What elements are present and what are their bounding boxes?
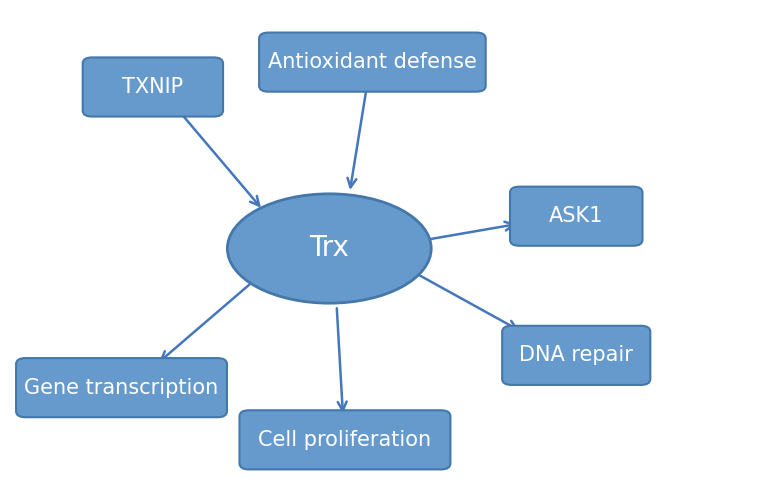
FancyBboxPatch shape [510,187,642,246]
Text: Trx: Trx [310,235,349,262]
FancyBboxPatch shape [240,411,450,469]
FancyBboxPatch shape [83,57,223,117]
FancyBboxPatch shape [16,358,227,417]
Text: DNA repair: DNA repair [519,345,633,365]
FancyBboxPatch shape [259,32,485,91]
Text: Antioxidant defense: Antioxidant defense [268,52,477,72]
Text: TXNIP: TXNIP [122,77,183,97]
Text: ASK1: ASK1 [549,206,604,226]
FancyBboxPatch shape [502,326,650,385]
Text: Gene transcription: Gene transcription [24,378,219,398]
Text: Cell proliferation: Cell proliferation [259,430,431,450]
Ellipse shape [227,194,431,303]
